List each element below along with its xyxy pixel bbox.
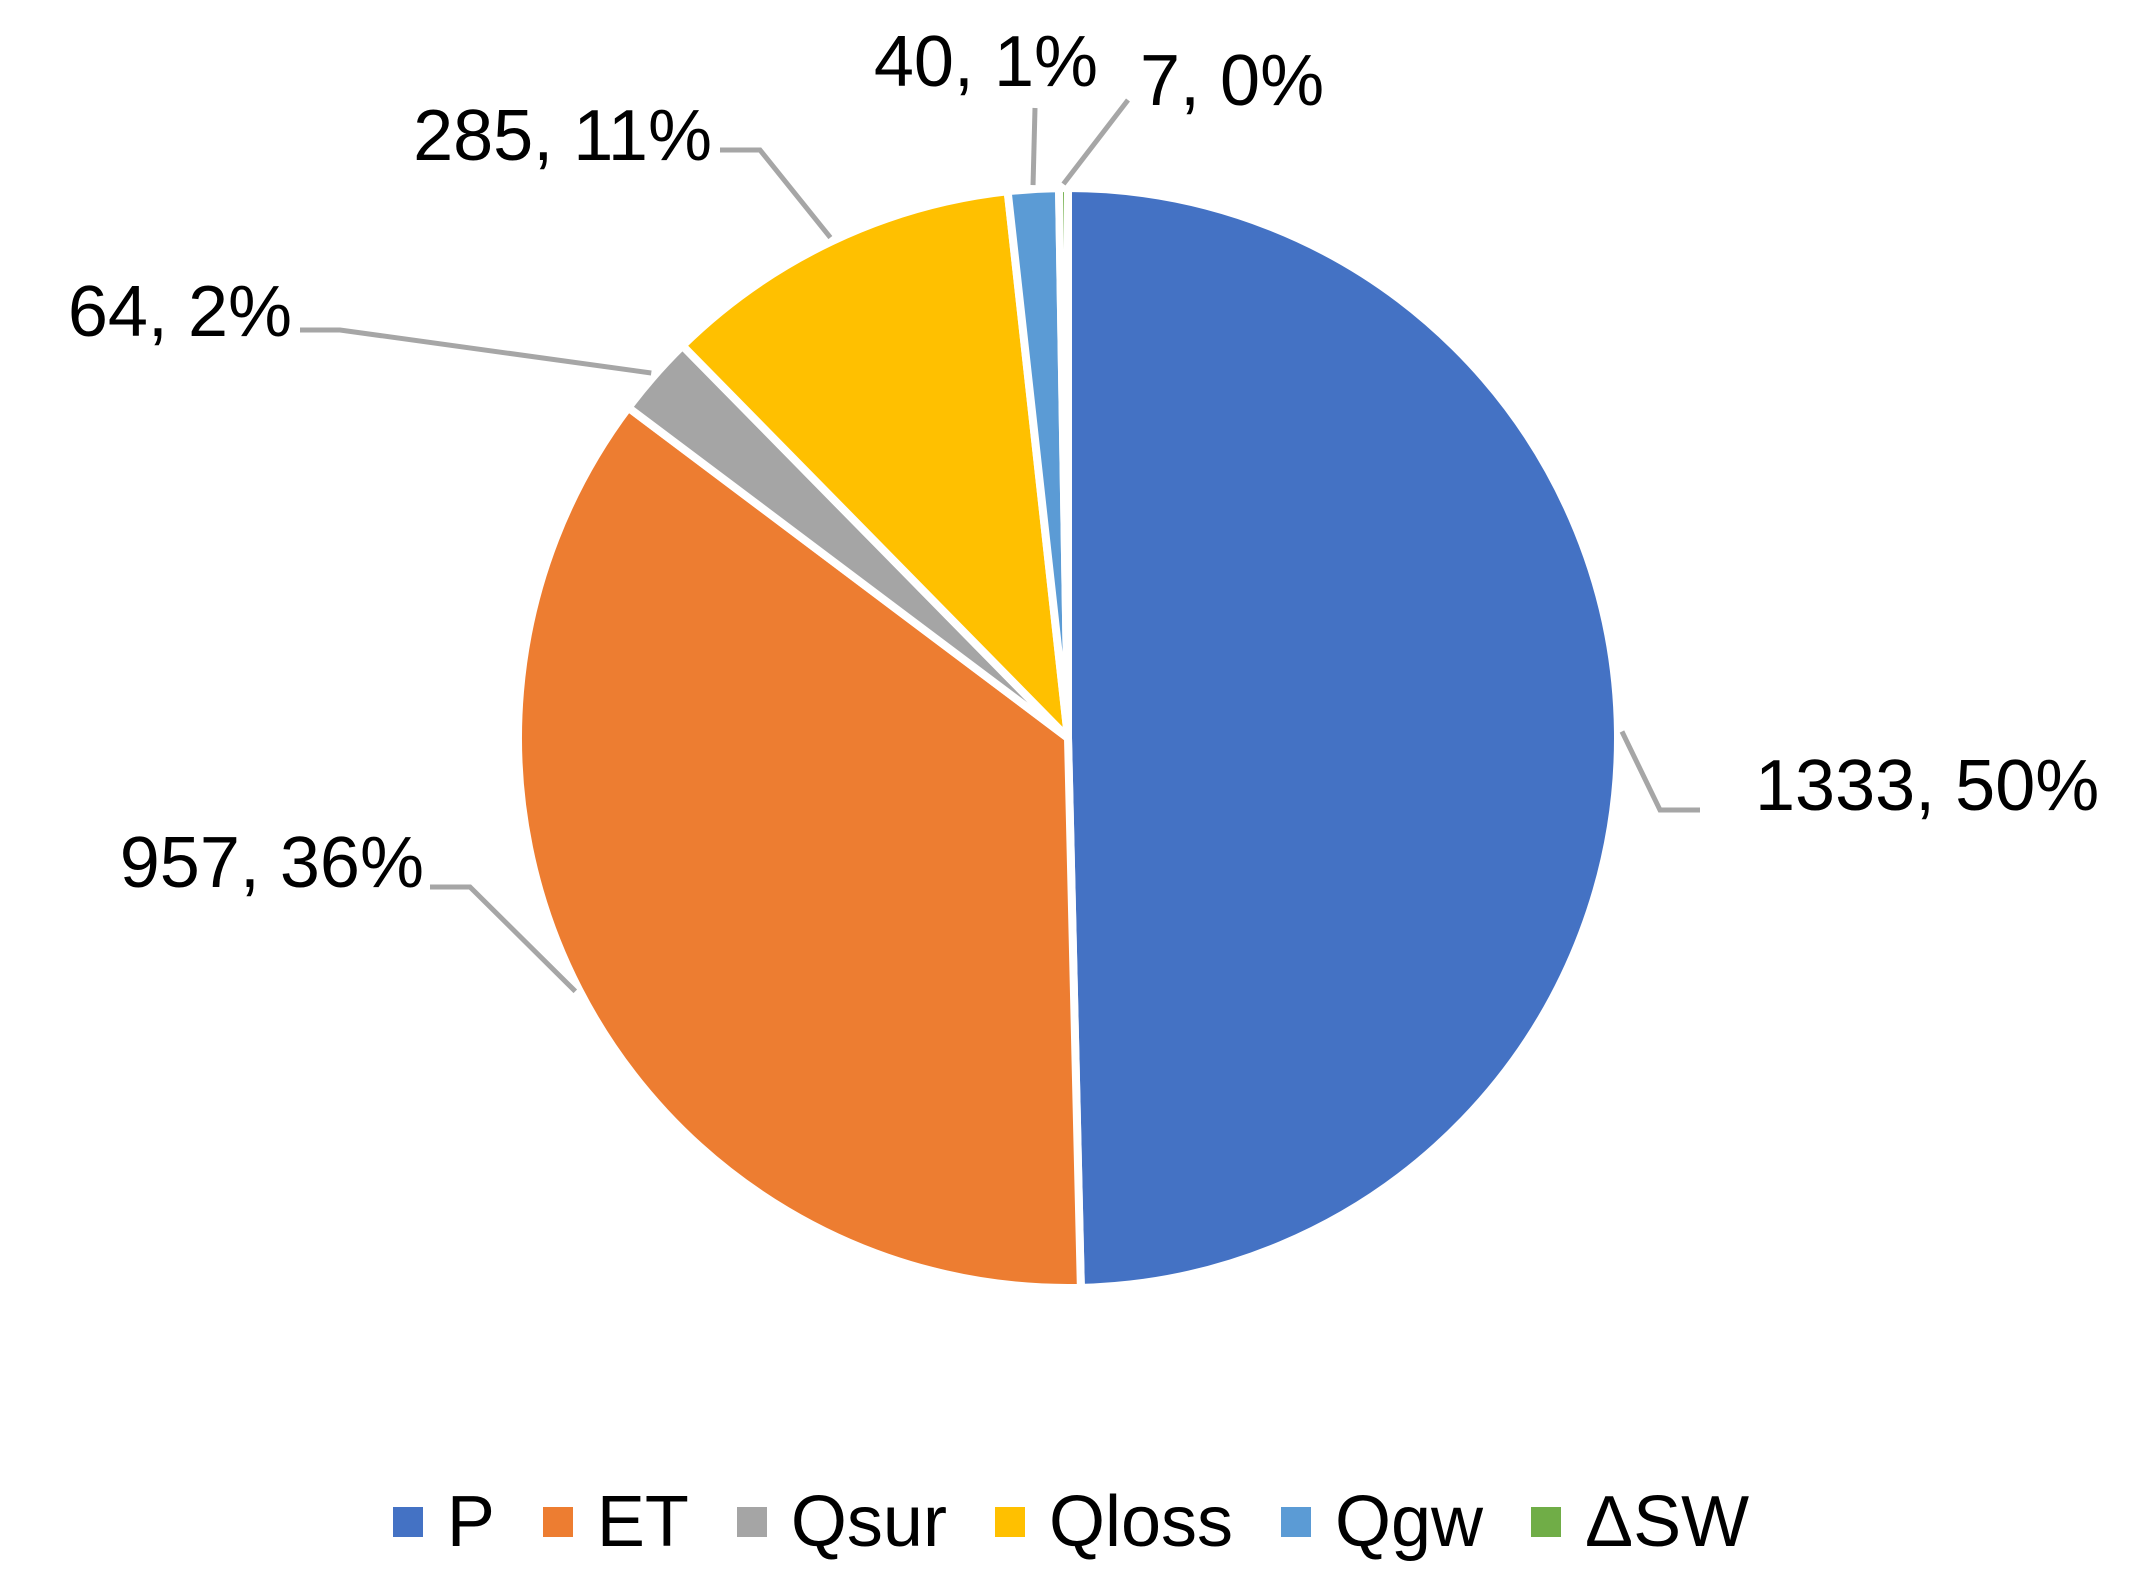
pie-slice-et — [514, 403, 1085, 1292]
legend-item-p: P — [392, 1481, 495, 1563]
data-label-et: 957, 36% — [120, 823, 424, 903]
data-labels: 1333, 50% 957, 36% 64, 2% 285, 11% 40, 1… — [68, 22, 2099, 903]
legend-label-p: P — [446, 1482, 495, 1562]
leader-lines — [300, 98, 1700, 994]
legend-label-et: ET — [596, 1482, 689, 1562]
legend-swatch-p — [392, 1507, 423, 1537]
pie-slice-qloss — [678, 187, 1072, 742]
legend-swatch-qloss — [994, 1507, 1025, 1537]
leader-line-et — [430, 884, 578, 994]
legend-swatch-qsur — [736, 1507, 767, 1537]
legend-label-qloss: Qloss — [1048, 1482, 1233, 1562]
legend-item-et: ET — [542, 1481, 689, 1563]
legend-swatch-et — [542, 1507, 573, 1537]
data-label-qloss: 285, 11% — [413, 96, 712, 176]
legend-label-qgw: Qgw — [1335, 1482, 1484, 1562]
leader-line-qsur — [300, 327, 652, 376]
legend-label-dsw: ΔSW — [1585, 1482, 1750, 1562]
data-label-qsur: 64, 2% — [68, 272, 292, 352]
legend-swatch-qgw — [1281, 1507, 1311, 1537]
leader-line-p — [1619, 730, 1700, 813]
data-label-dsw: 7, 0% — [1140, 41, 1324, 121]
data-label-qgw: 40, 1% — [874, 22, 1098, 102]
leader-line-qloss — [720, 147, 833, 240]
pie-slice-p — [1064, 184, 1622, 1292]
legend-item-qgw: Qgw — [1281, 1481, 1483, 1563]
legend-item-dsw: ΔSW — [1531, 1481, 1749, 1563]
legend: P ET Qsur Qloss Qgw ΔSW — [0, 1472, 2142, 1572]
data-label-p: 1333, 50% — [1755, 746, 2099, 826]
leader-line-sw — [1061, 98, 1130, 186]
legend-label-qsur: Qsur — [790, 1482, 947, 1562]
leader-line-qgw — [1030, 107, 1038, 186]
legend-swatch-dsw — [1531, 1507, 1562, 1537]
legend-item-qloss: Qloss — [994, 1481, 1233, 1563]
legend-item-qsur: Qsur — [736, 1481, 947, 1563]
pie-slice-sw — [1054, 184, 1072, 742]
pie-slices — [514, 184, 1622, 1292]
